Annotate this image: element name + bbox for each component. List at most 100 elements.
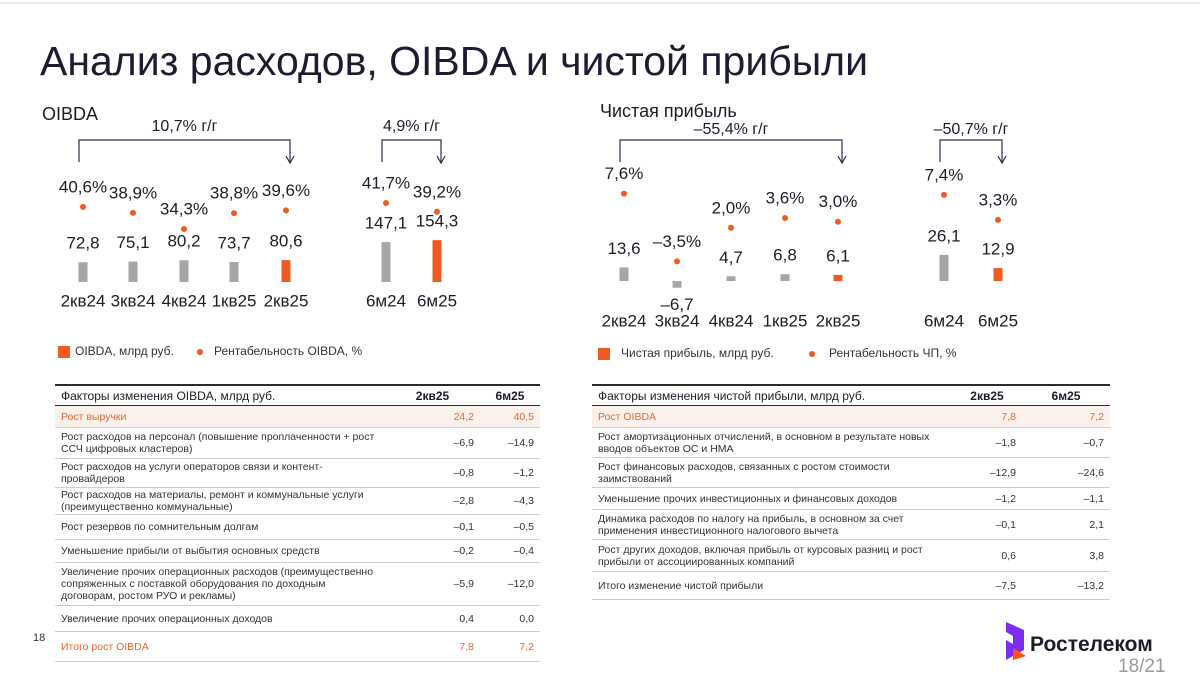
category-label: 6м25 [417, 291, 457, 310]
bracket-arrow [285, 155, 295, 165]
table-row: Увеличение прочих операционных доходов 0,… [55, 606, 540, 632]
bar-label: 72,8 [66, 234, 99, 253]
category-label: 2кв25 [264, 291, 309, 310]
bar-label: 13,6 [607, 239, 640, 258]
table-row: Факторы изменения чистой прибыли, млрд р… [592, 384, 1110, 406]
row-label: Рост резервов по сомнительным долгам [61, 521, 259, 533]
cell-value: –0,1 [453, 521, 474, 533]
cell-value: –0,4 [513, 545, 534, 557]
cell-value: –1,1 [1083, 492, 1104, 505]
dot-label: 3,0% [819, 192, 858, 211]
legend-dot [197, 349, 203, 355]
cell-value: –1,8 [995, 436, 1016, 449]
dot-label: 34,3% [160, 199, 208, 218]
bracket [939, 139, 1003, 162]
legend-swatch [58, 346, 70, 358]
dot [621, 190, 627, 197]
annotation: –50,7% г/г [934, 121, 1009, 138]
factor-table: Факторы изменения чистой прибыли, млрд р… [592, 384, 1110, 600]
dot [782, 215, 788, 222]
bracket-arrow [997, 155, 1007, 165]
bracket-arrow [436, 155, 446, 165]
table-row: Динамика расходов по налогу на прибыль, … [592, 510, 1110, 540]
bar [179, 260, 189, 282]
category-label: 1кв25 [763, 311, 808, 330]
cell-value: 0,0 [519, 612, 534, 625]
dot-label: 38,8% [210, 184, 258, 203]
cell-value: –24,6 [1077, 466, 1104, 479]
cell-value: 6м25 [1051, 388, 1081, 403]
bar-label: 26,1 [927, 226, 960, 245]
cell-value: –0,5 [513, 521, 534, 533]
bar-label: 80,2 [167, 232, 200, 251]
category-label: 6м24 [366, 291, 406, 310]
bar-label: 154,3 [416, 212, 459, 231]
cell-value: –14,9 [507, 437, 534, 449]
page-indicator: 18/21 [1118, 656, 1166, 677]
bar-label: 6,1 [826, 246, 850, 265]
cell-value: –7,5 [995, 579, 1016, 592]
annotation: –55,4% г/г [694, 121, 769, 138]
table-row: Уменьшение прибыли от выбытия основных с… [55, 540, 540, 563]
table-row: Итого изменение чистой прибыли –7,5 –13,2 [592, 572, 1110, 600]
row-label: Увеличение прочих операционных доходов [61, 612, 273, 625]
bar [939, 254, 949, 281]
dot [80, 203, 86, 210]
annotation: 4,9% г/г [383, 118, 440, 135]
bar-label: 12,9 [981, 240, 1014, 259]
dot-label: 7,4% [925, 165, 964, 184]
cell-value: 2,1 [1089, 518, 1104, 531]
row-label: Рост расходов на персонал (повышение про… [61, 431, 375, 455]
category-label: 3кв24 [655, 311, 700, 330]
dot [130, 209, 136, 216]
legend-label: Чистая прибыль, млрд руб. [621, 346, 774, 360]
legend-label: Рентабельность OIBDA, % [214, 344, 362, 358]
legend-label: OIBDA, млрд руб. [75, 344, 174, 358]
cell-value: –4,3 [513, 495, 534, 507]
dot [674, 258, 680, 265]
cell-value: 24,2 [453, 410, 474, 423]
dot-label: 3,3% [979, 190, 1018, 209]
row-label: Рост расходов на материалы, ремонт и ком… [61, 489, 364, 513]
row-label: Итого рост OIBDA [61, 640, 149, 653]
dot-label: 39,6% [262, 181, 310, 200]
category-label: 6м25 [978, 311, 1018, 330]
bracket [78, 139, 291, 162]
bar-label: 6,8 [773, 246, 797, 265]
slide-title: Анализ расходов, OIBDA и чистой прибыли [40, 38, 869, 84]
cell-value: 0,4 [459, 612, 474, 625]
dot [728, 224, 734, 231]
table-row: Уменьшение прочих инвестиционных и финан… [592, 488, 1110, 510]
category-label: 6м24 [924, 311, 964, 330]
table-row: Факторы изменения OIBDA, млрд руб. 2кв25 6… [55, 384, 540, 406]
dot-label: 41,7% [362, 174, 410, 193]
legend-label: Рентабельность ЧП, % [829, 346, 957, 360]
dot-label: 39,2% [413, 182, 461, 201]
cell-value: 6м25 [495, 388, 525, 403]
cell-value: 2кв25 [415, 388, 450, 403]
category-label: 2кв25 [816, 311, 861, 330]
legend-swatch [598, 348, 610, 360]
bar [78, 262, 88, 282]
category-label: 4кв24 [162, 291, 207, 310]
row-label: Итого изменение чистой прибыли [598, 579, 764, 592]
legend-dot [809, 351, 815, 357]
bar [432, 240, 442, 282]
row-label: Факторы изменения OIBDA, млрд руб. [61, 388, 276, 403]
row-label: Рост OIBDA [598, 410, 657, 423]
table-row: Увеличение прочих операционных расходов … [55, 563, 540, 606]
dot [835, 218, 841, 225]
page-number: 18 [33, 632, 46, 644]
bar-label: 75,1 [116, 233, 149, 252]
dot [231, 210, 237, 217]
table-row: Рост финансовых расходов, связанных с ро… [592, 458, 1110, 488]
row-label: Рост расходов на услуги операторов связи… [61, 461, 323, 485]
bar [993, 268, 1003, 281]
cell-value: –0,2 [453, 545, 474, 557]
cell-value: 3,8 [1089, 549, 1104, 562]
cell-value: 7,2 [1089, 410, 1104, 423]
cell-value: 7,2 [519, 640, 534, 653]
category-label: 4кв24 [709, 311, 754, 330]
